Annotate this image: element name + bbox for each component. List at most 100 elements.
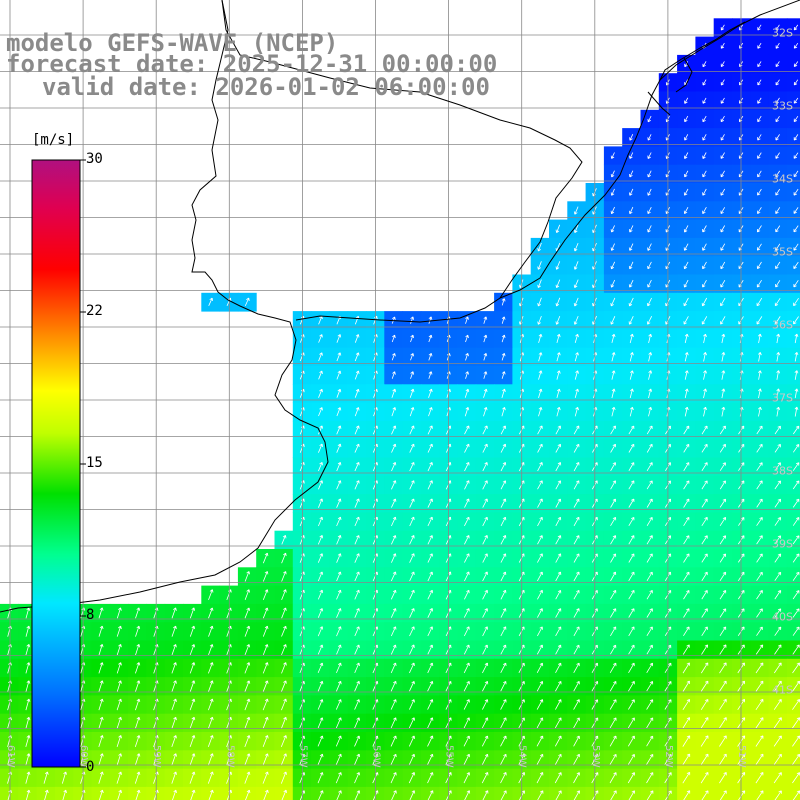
wind-arrow <box>99 789 104 800</box>
wind-arrow <box>427 753 434 765</box>
wind-arrow <box>501 406 506 417</box>
wind-arrow <box>773 680 782 692</box>
wind-arrow <box>646 589 653 600</box>
wind-arrow <box>793 261 799 269</box>
wind-arrow <box>408 717 415 729</box>
wind-arrow <box>500 772 507 784</box>
wind-arrow <box>703 352 707 362</box>
wind-speed-cell <box>786 658 800 678</box>
wind-arrow <box>555 608 562 618</box>
wind-arrow <box>500 699 507 710</box>
wind-arrow <box>189 698 196 711</box>
wind-speed-cell <box>530 786 550 800</box>
wind-speed-cell <box>786 603 800 623</box>
wind-arrow <box>757 42 762 49</box>
wind-arrow <box>702 225 707 233</box>
wind-arrow <box>555 553 562 563</box>
wind-arrow <box>648 352 653 362</box>
wind-arrow <box>574 406 579 417</box>
wind-speed-cell <box>786 164 800 184</box>
wind-arrow <box>354 717 360 729</box>
wind-arrow <box>774 590 782 600</box>
wind-arrow <box>774 443 781 453</box>
wind-arrow <box>646 516 653 527</box>
wind-arrow <box>536 772 544 784</box>
wind-arrow <box>755 644 764 655</box>
wind-arrow <box>171 644 177 656</box>
wind-arrow <box>318 480 323 490</box>
wind-arrow <box>354 425 360 435</box>
wind-arrow <box>573 462 580 472</box>
wind-arrow <box>776 370 781 380</box>
latitude-labels: 32S 33S 34S 35S 36S 37S 38S 39S 40S 41S <box>772 26 793 696</box>
wind-speed-cell <box>183 786 202 800</box>
wind-arrow <box>537 480 543 490</box>
wind-arrow <box>700 753 709 766</box>
wind-arrow <box>573 443 580 453</box>
wind-arrow <box>410 371 415 379</box>
wind-arrow <box>262 771 269 784</box>
wind-arrow <box>244 771 251 784</box>
wind-arrow <box>500 717 507 729</box>
wind-arrow <box>409 461 415 472</box>
wind-arrow <box>262 716 269 729</box>
wind-speed-cell <box>786 237 800 257</box>
wind-arrow <box>629 333 634 344</box>
wind-arrow <box>537 571 543 582</box>
wind-speed-cell <box>713 786 733 800</box>
wind-arrow <box>573 589 580 600</box>
wind-arrow <box>500 498 507 508</box>
wind-arrow <box>610 188 615 196</box>
wind-arrow <box>500 516 507 527</box>
wind-arrow <box>793 225 799 233</box>
wind-arrow <box>646 662 653 674</box>
wind-arrow <box>336 589 342 600</box>
wind-arrow <box>390 571 397 582</box>
wind-arrow <box>773 735 782 747</box>
wind-arrow <box>482 644 488 655</box>
wind-arrow <box>702 115 707 123</box>
wind-arrow <box>208 789 214 800</box>
wind-arrow <box>719 498 726 508</box>
wind-arrow <box>757 61 762 68</box>
wind-arrow <box>501 388 506 399</box>
wind-arrow <box>135 698 141 711</box>
wind-arrow <box>609 753 617 765</box>
wind-speed-cell <box>420 786 440 800</box>
wind-arrow <box>719 535 726 545</box>
wind-arrow <box>317 553 324 563</box>
wind-arrow <box>317 626 324 637</box>
wind-arrow <box>682 753 691 766</box>
wind-arrow <box>610 279 616 288</box>
wind-arrow <box>684 370 689 380</box>
wind-arrow <box>646 571 653 582</box>
wind-arrow <box>719 644 727 655</box>
wind-arrow <box>318 407 323 417</box>
coastline-lagoon <box>647 21 746 116</box>
wind-arrow <box>116 698 122 711</box>
wind-arrow <box>573 717 580 729</box>
wind-arrow <box>536 699 544 710</box>
wind-arrow <box>483 371 488 379</box>
wind-arrow <box>702 261 707 270</box>
wind-arrow <box>573 425 580 435</box>
wind-arrow <box>464 480 470 490</box>
wind-arrow <box>536 662 544 673</box>
wind-arrow <box>537 462 543 472</box>
wind-arrow <box>719 480 726 490</box>
latitude-label: 33S <box>772 99 793 112</box>
wind-arrow <box>610 243 615 251</box>
wind-arrow <box>244 589 250 601</box>
wind-arrow <box>408 735 415 747</box>
wind-arrow <box>409 626 415 637</box>
wind-arrow <box>757 225 762 233</box>
wind-arrow <box>244 716 251 729</box>
wind-speed-cell <box>91 786 111 800</box>
latitude-label: 39S <box>772 537 793 550</box>
wind-arrow <box>629 206 634 215</box>
wind-arrow <box>536 735 544 747</box>
wind-arrow <box>610 626 617 637</box>
title-model: modelo GEFS-WAVE (NCEP) <box>6 29 339 57</box>
wind-arrow <box>538 370 543 380</box>
